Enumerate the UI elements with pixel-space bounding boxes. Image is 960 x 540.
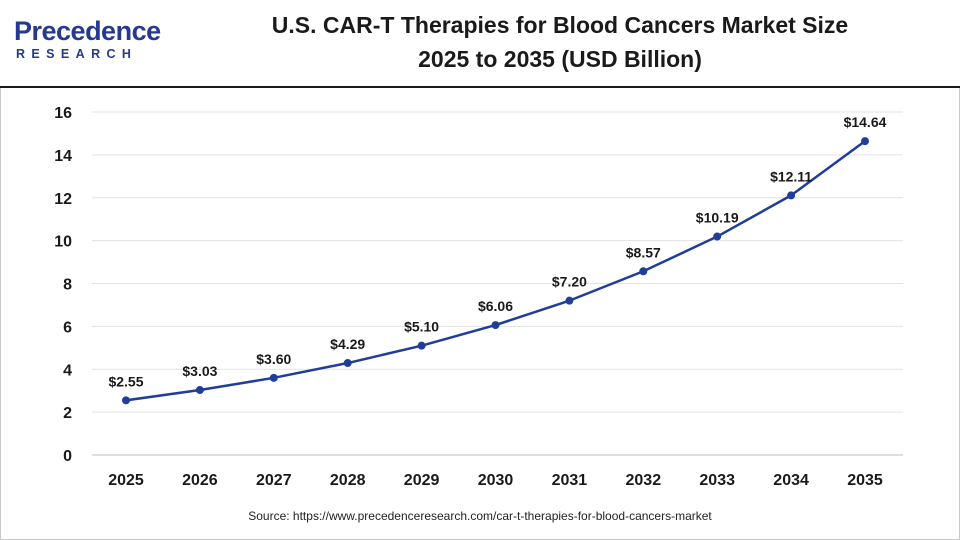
data-point bbox=[639, 267, 648, 276]
y-tick-label: 6 bbox=[63, 319, 72, 336]
x-tick-label: 2027 bbox=[256, 472, 292, 489]
data-label: $3.03 bbox=[182, 363, 217, 379]
data-point bbox=[269, 373, 278, 382]
data-label: $3.60 bbox=[256, 351, 291, 367]
data-label: $2.55 bbox=[108, 373, 143, 389]
data-point bbox=[713, 232, 722, 241]
x-tick-label: 2035 bbox=[847, 472, 883, 489]
data-point bbox=[787, 191, 796, 200]
x-tick-label: 2034 bbox=[773, 472, 809, 489]
y-tick-label: 4 bbox=[63, 362, 72, 379]
header: Precedence RESEARCH U.S. CAR-T Therapies… bbox=[0, 0, 960, 88]
chart-title-line1: U.S. CAR-T Therapies for Blood Cancers M… bbox=[271, 12, 849, 38]
data-point bbox=[491, 321, 500, 330]
y-tick-label: 14 bbox=[54, 148, 72, 165]
brand-subtitle: RESEARCH bbox=[16, 47, 138, 61]
brand-name: Precedence bbox=[14, 16, 161, 46]
data-label: $7.20 bbox=[552, 274, 587, 290]
line-chart: 0 2 4 6 8 10 12 14 16 2025 2026 2027 2028 2029 2030 203… bbox=[54, 105, 903, 489]
y-tick-label: 8 bbox=[63, 277, 72, 294]
data-point bbox=[861, 137, 869, 146]
x-tick-label: 2031 bbox=[552, 472, 588, 489]
data-label: $6.06 bbox=[478, 298, 513, 314]
y-tick-label: 16 bbox=[54, 105, 72, 122]
data-label: $4.29 bbox=[330, 336, 365, 352]
x-tick-label: 2028 bbox=[330, 472, 366, 489]
y-tick-label: 12 bbox=[54, 191, 72, 208]
x-tick-label: 2033 bbox=[699, 472, 735, 489]
data-label: $10.19 bbox=[696, 210, 739, 226]
y-tick-label: 0 bbox=[63, 448, 72, 465]
y-tick-label: 2 bbox=[63, 405, 72, 422]
series-line bbox=[125, 140, 866, 402]
chart-title-line2: 2025 to 2035 (USD Billion) bbox=[418, 46, 702, 72]
chart-title: U.S. CAR-T Therapies for Blood Cancers M… bbox=[190, 8, 930, 76]
x-tick-label: 2026 bbox=[182, 472, 218, 489]
data-point bbox=[122, 396, 130, 405]
data-point bbox=[565, 296, 574, 305]
data-label: $8.57 bbox=[626, 244, 661, 260]
x-tick-label: 2032 bbox=[626, 472, 662, 489]
brand-logo: Precedence RESEARCH bbox=[14, 16, 174, 68]
source-note: Source: https://www.precedenceresearch.c… bbox=[248, 509, 712, 523]
y-tick-label: 10 bbox=[54, 234, 72, 251]
data-label: $5.10 bbox=[404, 319, 439, 335]
x-tick-label: 2030 bbox=[478, 472, 514, 489]
data-point bbox=[417, 341, 426, 350]
data-label: $14.64 bbox=[844, 114, 887, 130]
data-label: $12.11 bbox=[770, 168, 812, 184]
x-tick-label: 2025 bbox=[108, 472, 144, 489]
x-tick-label: 2029 bbox=[404, 472, 440, 489]
data-point bbox=[195, 386, 204, 395]
data-point bbox=[343, 359, 352, 368]
